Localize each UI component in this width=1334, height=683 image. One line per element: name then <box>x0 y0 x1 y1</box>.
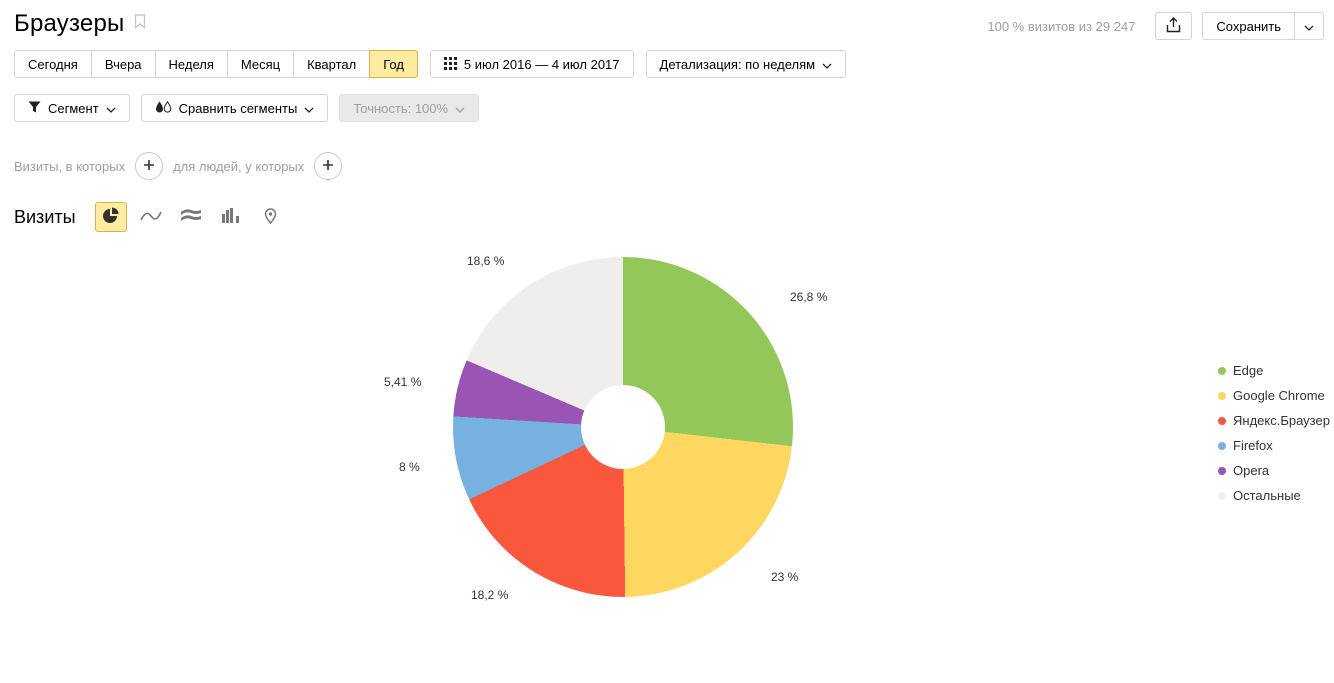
date-range-button[interactable]: 5 июл 2016 — 4 июл 2017 <box>429 50 634 78</box>
legend-swatch <box>1218 491 1226 500</box>
pie-value-label: 23 % <box>771 570 799 584</box>
chevron-down-icon <box>455 102 465 115</box>
chevron-down-icon <box>106 102 116 115</box>
export-icon <box>1166 17 1181 35</box>
legend-label: Остальные <box>1233 488 1301 503</box>
legend-item-yandex-browser[interactable]: Яндекс.Браузер <box>1218 408 1330 433</box>
period-tab-year[interactable]: Год <box>369 50 418 78</box>
legend-label: Firefox <box>1233 438 1273 453</box>
compare-segments-label: Сравнить сегменты <box>178 100 298 116</box>
legend-item-chrome[interactable]: Google Chrome <box>1218 383 1330 408</box>
pie-value-label: 18,2 % <box>471 588 509 602</box>
add-visit-filter-button[interactable] <box>135 152 164 180</box>
legend-label: Edge <box>1233 363 1264 378</box>
compare-segments-button[interactable]: Сравнить сегменты <box>140 94 329 122</box>
pie-value-label: 8 % <box>399 460 420 474</box>
segment-toolbar: Сегмент Сравнить сегменты Точность: 100% <box>14 94 1334 122</box>
period-tab-today[interactable]: Сегодня <box>14 50 92 78</box>
plus-icon <box>143 159 155 174</box>
chevron-down-icon <box>304 102 314 115</box>
line-chart-icon <box>139 209 162 226</box>
visits-summary: 100 % визитов из 29 247 <box>987 18 1136 34</box>
bar-chart-icon <box>221 208 240 226</box>
legend-label: Opera <box>1233 463 1270 478</box>
detalization-dropdown[interactable]: Детализация: по неделям <box>645 50 847 78</box>
filter-row: Визиты, в которых для людей, у которых <box>14 152 1334 180</box>
legend-swatch <box>1218 391 1226 400</box>
chevron-down-icon <box>1304 20 1314 33</box>
people-filter-label: для людей, у которых <box>173 158 305 174</box>
detalization-label: Детализация: по неделям <box>659 56 816 72</box>
stacked-area-icon <box>180 208 201 226</box>
map-pin-icon <box>264 207 277 227</box>
legend-label: Яндекс.Браузер <box>1233 413 1330 428</box>
accuracy-label: Точность: 100% <box>353 100 449 116</box>
segment-button[interactable]: Сегмент <box>14 94 130 122</box>
page-title: Браузеры <box>14 10 125 37</box>
save-split-button: Сохранить <box>1202 12 1324 40</box>
header: Браузеры 100 % визитов из 29 247 Сохрани… <box>0 0 1334 40</box>
period-toolbar: Сегодня Вчера Неделя Месяц Квартал Год 5… <box>14 50 1334 78</box>
metric-label: Визиты <box>14 206 76 227</box>
period-tab-group: Сегодня Вчера Неделя Месяц Квартал Год <box>14 50 418 78</box>
calendar-grid-icon <box>443 56 457 72</box>
bookmark-icon[interactable] <box>134 14 146 34</box>
accuracy-dropdown: Точность: 100% <box>339 94 480 122</box>
pie-value-label: 18,6 % <box>467 254 505 268</box>
donut-hole <box>581 385 665 469</box>
segment-label: Сегмент <box>48 100 99 116</box>
save-dropdown-button[interactable] <box>1294 12 1324 40</box>
legend-label: Google Chrome <box>1233 388 1325 403</box>
period-tab-yesterday[interactable]: Вчера <box>90 50 156 78</box>
pie-chart[interactable] <box>453 257 793 597</box>
period-tab-week[interactable]: Неделя <box>154 50 228 78</box>
chevron-down-icon <box>822 58 832 71</box>
legend-swatch <box>1218 366 1226 375</box>
chart-legend: Edge Google Chrome Яндекс.Браузер Firefo… <box>1218 358 1330 508</box>
chart-type-line-button[interactable] <box>135 202 167 232</box>
chart-type-area-button[interactable] <box>175 202 207 232</box>
legend-item-other[interactable]: Остальные <box>1218 483 1330 508</box>
legend-item-opera[interactable]: Opera <box>1218 458 1330 483</box>
metric-row: Визиты <box>14 202 1334 232</box>
pie-value-label: 5,41 % <box>384 375 422 389</box>
save-button[interactable]: Сохранить <box>1202 12 1295 40</box>
legend-swatch <box>1218 416 1226 425</box>
chart-type-columns-button[interactable] <box>215 202 247 232</box>
legend-item-edge[interactable]: Edge <box>1218 358 1330 383</box>
date-range-label: 5 июл 2016 — 4 июл 2017 <box>463 56 620 72</box>
chart-type-pie-button[interactable] <box>94 202 127 232</box>
chart-type-map-button[interactable] <box>255 202 287 232</box>
funnel-icon <box>28 101 41 115</box>
export-button[interactable] <box>1155 12 1193 40</box>
pie-value-label: 26,8 % <box>790 290 828 304</box>
legend-item-firefox[interactable]: Firefox <box>1218 433 1330 458</box>
plus-icon <box>322 159 334 174</box>
pie-chart-icon <box>102 207 120 228</box>
pie-chart-area: 26,8 % 23 % 18,2 % 8 % 5,41 % 18,6 % Edg… <box>0 232 1334 670</box>
legend-swatch <box>1218 466 1226 475</box>
period-tab-month[interactable]: Месяц <box>226 50 295 78</box>
add-people-filter-button[interactable] <box>314 152 343 180</box>
legend-swatch <box>1218 441 1226 450</box>
period-tab-quarter[interactable]: Квартал <box>293 50 371 78</box>
compare-drops-icon <box>155 100 172 116</box>
visits-filter-label: Визиты, в которых <box>14 158 126 174</box>
